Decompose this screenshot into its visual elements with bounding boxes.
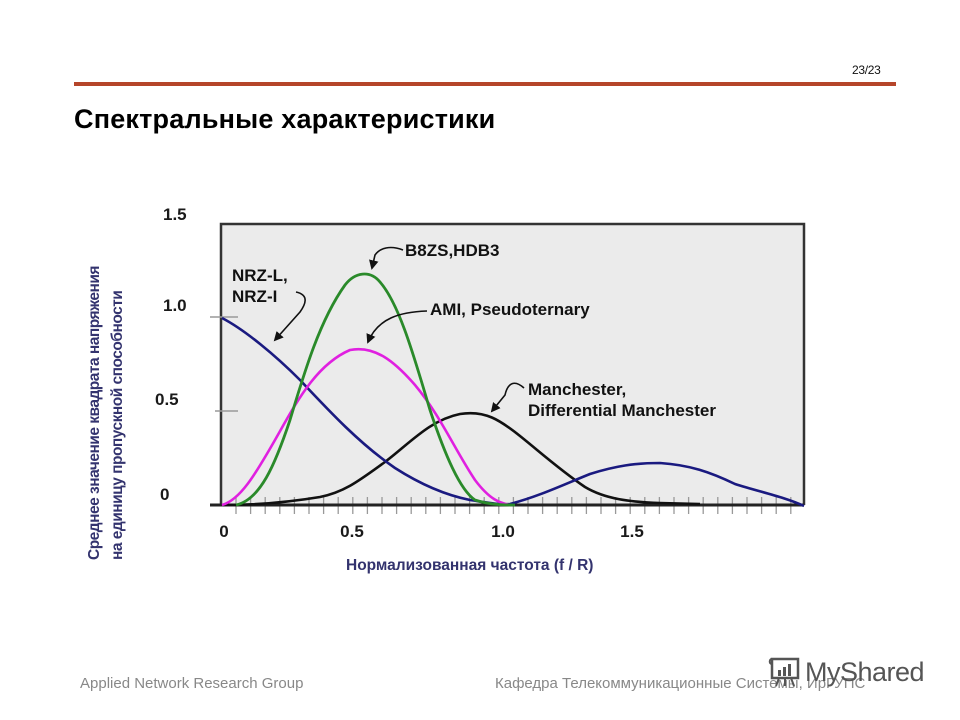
arrow-icon [273, 291, 306, 342]
footer-left: Applied Network Research Group [80, 675, 304, 692]
annotation-ami: AMI, Pseudoternary [366, 300, 590, 344]
y-tick-0.5: 0.5 [155, 390, 179, 409]
annotation-manchester: Manchester, Differential Manchester [490, 380, 716, 420]
page-number: 23/23 [852, 63, 881, 77]
x-tick-0: 0 [219, 522, 229, 541]
series-ami [221, 347, 511, 507]
header-rule [74, 82, 896, 86]
plot-area [221, 224, 804, 505]
annotation-nrz: NRZ-L, NRZ-I [232, 266, 306, 342]
series-b8zs [235, 272, 516, 507]
x-axis-label: Нормализованная частота (f / R) [346, 557, 594, 574]
x-tick-0.5: 0.5 [340, 522, 364, 541]
series-manchester [221, 411, 701, 507]
arrow-icon [490, 382, 525, 413]
annotation-nrz-line-2: NRZ-I [232, 287, 277, 306]
annotation-b8zs: B8ZS,HDB3 [369, 241, 499, 270]
presentation-board-icon [768, 657, 800, 687]
y-tick-0: 0 [160, 485, 170, 504]
x-tick-1.0: 1.0 [491, 522, 515, 541]
watermark: MyShared [768, 656, 925, 688]
annotation-manchester-line-2: Differential Manchester [528, 401, 716, 420]
watermark-text: MyShared [805, 656, 925, 687]
plot-frame [219, 222, 806, 505]
y-axis-ticks [210, 316, 238, 412]
y-tick-1.0: 1.0 [163, 296, 187, 315]
annotation-nrz-line-1: NRZ-L, [232, 266, 288, 285]
annotation-b8zs-text: B8ZS,HDB3 [405, 241, 499, 260]
x-tick-1.5: 1.5 [620, 522, 644, 541]
annotation-ami-text: AMI, Pseudoternary [430, 300, 590, 319]
y-tick-1.5: 1.5 [163, 205, 187, 224]
annotation-manchester-line-1: Manchester, [528, 380, 626, 399]
arrow-icon [366, 310, 428, 344]
slide-title: Спектральные характеристики [74, 104, 496, 134]
arrow-icon [369, 246, 404, 270]
